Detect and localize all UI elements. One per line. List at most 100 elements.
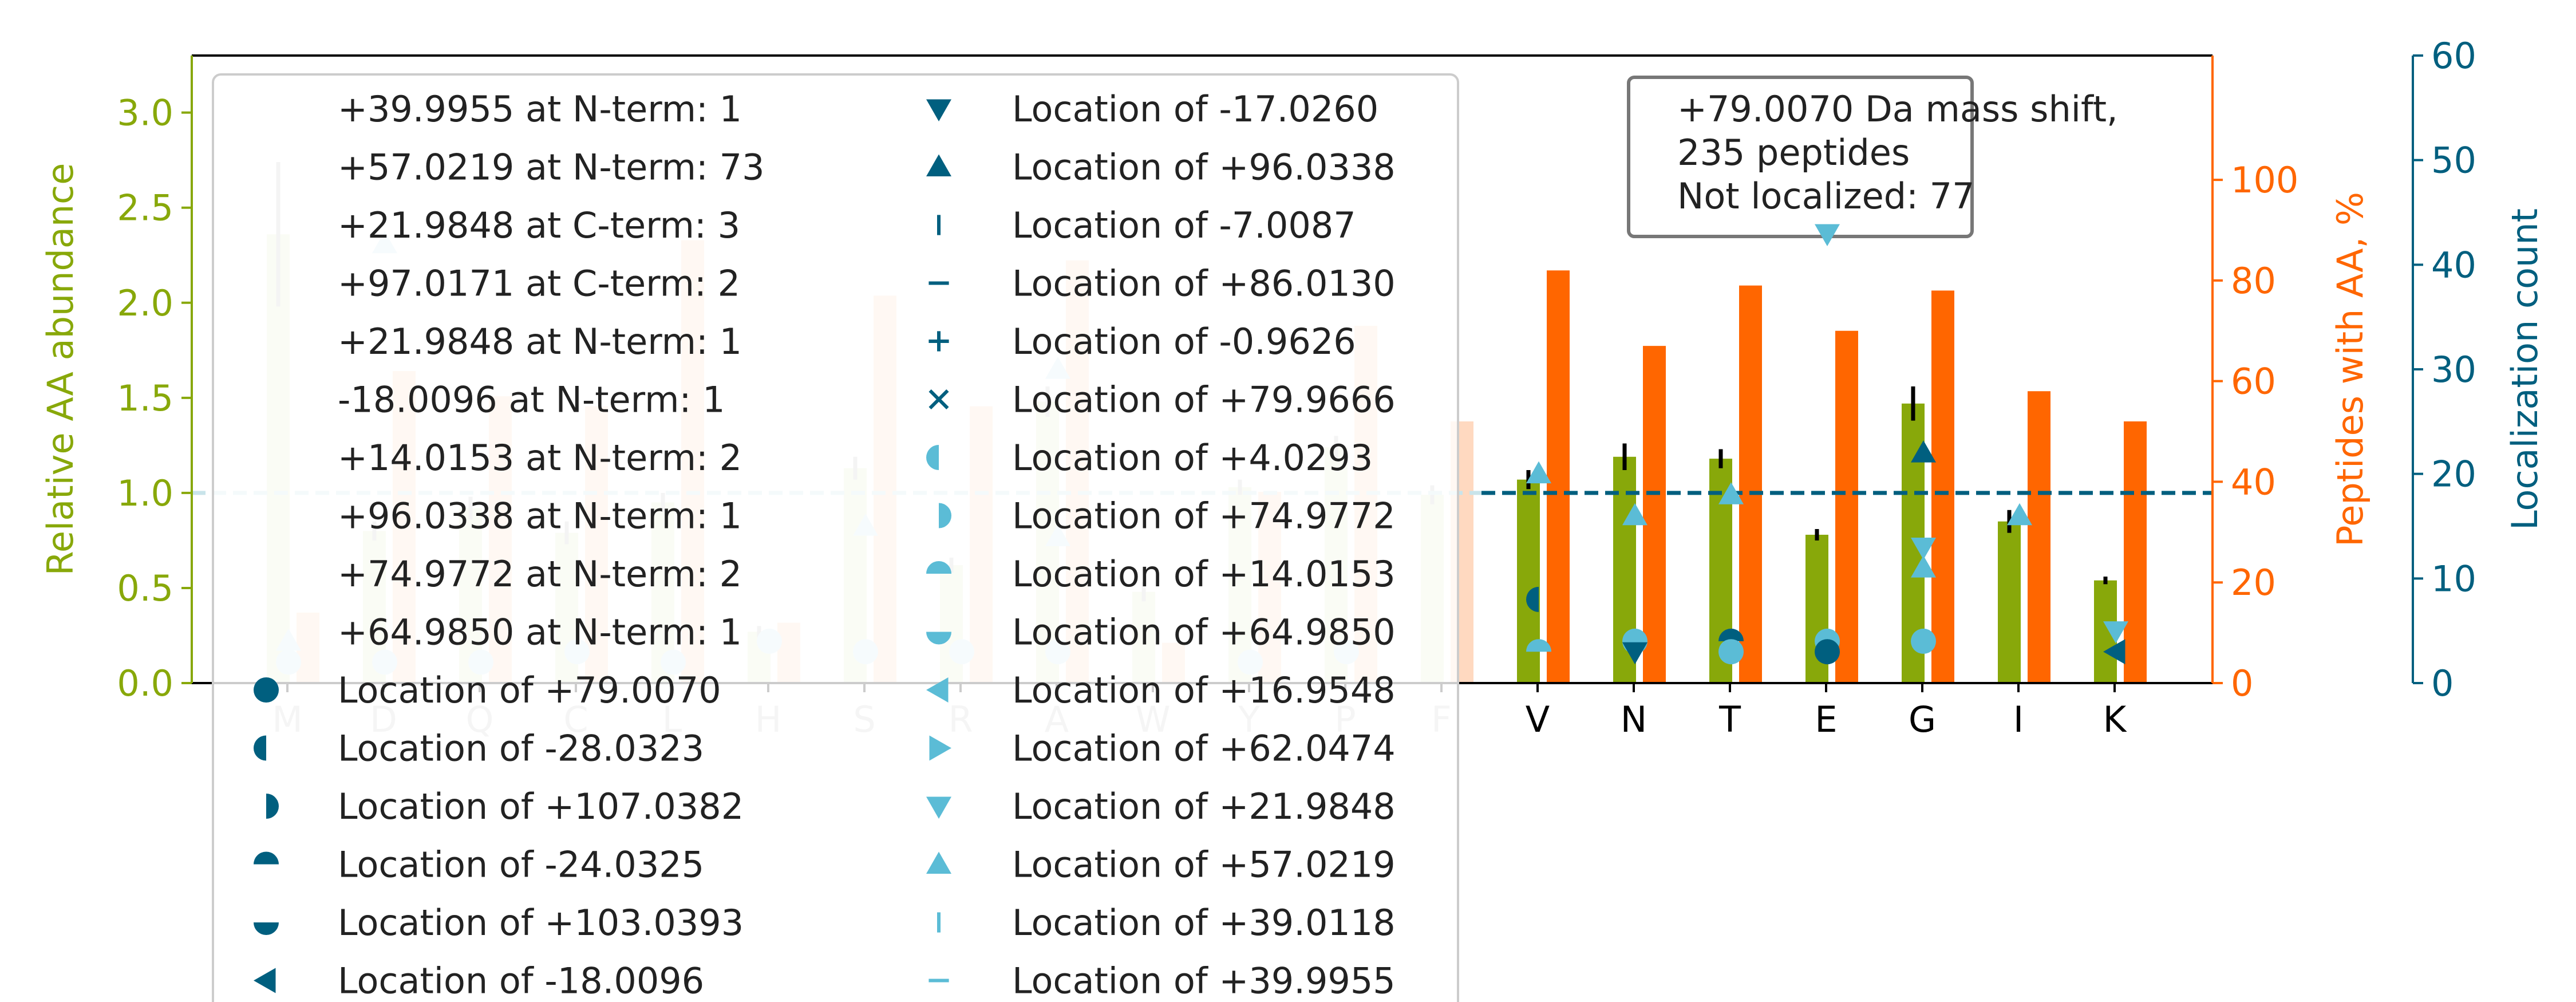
- legend-label: Location of +103.0393: [338, 902, 744, 944]
- localization-marker-K: [2103, 639, 2125, 665]
- peptides-bar-E: [1835, 330, 1858, 683]
- legend-label: Location of +4.0293: [1012, 437, 1373, 479]
- annotation-text: Not localized: 77: [1677, 175, 1975, 217]
- localization-marker-V: [1526, 461, 1551, 484]
- legend-marker: [929, 389, 949, 410]
- legend-label: +21.9848 at N-term: 1: [338, 321, 742, 362]
- legend-label: Location of +79.0070: [338, 669, 721, 711]
- legend: +39.9955 at N-term: 1 +57.0219 at N-term:…: [212, 73, 1459, 1002]
- legend-label: +14.0153 at N-term: 2: [338, 437, 742, 479]
- localization-marker-E: [1815, 639, 1840, 665]
- xtick-label-G: G: [1909, 699, 1936, 740]
- abundance-bar-I: [1998, 521, 2021, 683]
- peptides-bar-K: [2124, 421, 2147, 683]
- localization-marker-T: [1718, 482, 1744, 504]
- legend-label: Location of -0.9626: [1012, 321, 1356, 362]
- legend-label: +21.9848 at C-term: 3: [338, 204, 740, 246]
- y3tick-label: 60: [2431, 35, 2476, 77]
- y2-axis-label: Peptides with AA, %: [2329, 192, 2371, 547]
- legend-label: +39.9955 at N-term: 1: [338, 88, 742, 130]
- ytick-label: 2.0: [117, 282, 173, 324]
- xtick-label-T: T: [1718, 699, 1741, 740]
- legend-label: +64.9850 at N-term: 1: [338, 612, 742, 653]
- legend-label: Location of -18.0096: [338, 960, 704, 1002]
- localization-marker-G: [1911, 628, 1936, 654]
- ytick-label: 0.0: [117, 662, 173, 704]
- legend-marker: [254, 735, 266, 761]
- legend-label: Location of +64.9850: [1012, 612, 1396, 653]
- y3tick-label: 10: [2431, 558, 2476, 599]
- legend-label: +97.0171 at C-term: 2: [338, 263, 740, 305]
- ytick-label: 3.0: [117, 92, 173, 134]
- xtick-label-K: K: [2103, 699, 2127, 740]
- xtick-label-I: I: [2013, 699, 2024, 740]
- ytick-label: 1.5: [117, 377, 173, 419]
- legend-marker: [926, 851, 951, 874]
- legend-label: Location of +74.9772: [1012, 495, 1396, 537]
- legend-marker: [254, 851, 279, 865]
- legend-marker: [926, 796, 951, 819]
- legend-label: Location of +107.0382: [338, 786, 744, 827]
- y2tick-label: 0: [2231, 662, 2253, 704]
- legend-label: Location of +39.0118: [1012, 902, 1396, 944]
- y2tick-label: 100: [2231, 159, 2298, 201]
- legend-marker: [926, 99, 951, 121]
- legend-label: Location of -24.0325: [338, 844, 704, 886]
- xtick-label-E: E: [1815, 699, 1837, 740]
- legend-label: Location of +96.0338: [1012, 147, 1396, 188]
- peptides-bar-I: [2028, 391, 2050, 683]
- legend-marker: [254, 922, 279, 935]
- legend-marker: [266, 794, 279, 819]
- legend-label: +74.9772 at N-term: 2: [338, 553, 742, 595]
- y3tick-label: 40: [2431, 244, 2476, 286]
- y-axis-label: Relative AA abundance: [39, 163, 81, 576]
- localization-marker-G: [1911, 440, 1936, 463]
- legend-label: Location of +14.0153: [1012, 553, 1396, 595]
- y2tick-label: 60: [2231, 361, 2276, 403]
- legend-marker: [926, 445, 939, 470]
- legend-label: Location of -7.0087: [1012, 204, 1356, 246]
- legend-marker: [939, 503, 951, 528]
- localization-marker-T: [1718, 628, 1744, 641]
- legend-label: Location of +79.9666: [1012, 379, 1396, 421]
- legend-label: Location of -17.0260: [1012, 88, 1378, 130]
- legend-frame: [212, 73, 1459, 1002]
- y2tick-label: 80: [2231, 260, 2276, 302]
- y3-axis-label: Localization count: [2504, 208, 2546, 530]
- peptides-bar-V: [1547, 270, 1570, 683]
- localization-marker-V: [1526, 586, 1539, 612]
- abundance-bar-V: [1517, 479, 1540, 683]
- legend-label: +57.0219 at N-term: 73: [338, 147, 765, 188]
- localization-marker-V: [1526, 639, 1551, 652]
- legend-marker: [926, 561, 951, 574]
- peptides-bar-G: [1931, 290, 1954, 683]
- annotation-text: 235 peptides: [1677, 132, 1910, 173]
- localization-marker-K: [2103, 621, 2128, 644]
- peptides-bar-T: [1739, 285, 1762, 683]
- legend-label: -18.0096 at N-term: 1: [338, 379, 725, 421]
- y2tick-label: 20: [2231, 562, 2276, 603]
- ytick-label: 2.5: [117, 187, 173, 229]
- xtick-label-N: N: [1621, 699, 1647, 740]
- y2tick-label: 40: [2231, 461, 2276, 503]
- annotation-box: [1627, 76, 1974, 238]
- legend-marker: [254, 677, 279, 703]
- xtick-label-V: V: [1526, 699, 1550, 740]
- peptides-bar-N: [1643, 346, 1666, 683]
- localization-marker-G: [1911, 555, 1936, 578]
- localization-marker-T: [1718, 639, 1744, 665]
- localization-marker-N: [1622, 642, 1647, 665]
- legend-marker: [254, 968, 276, 993]
- legend-label: Location of +86.0130: [1012, 263, 1396, 305]
- legend-label: Location of +16.9548: [1012, 669, 1396, 711]
- annotation-pointer-icon: [1815, 224, 1840, 246]
- legend-marker: [926, 632, 951, 645]
- legend-marker: [929, 735, 951, 761]
- localization-marker-I: [2007, 503, 2032, 526]
- legend-marker: [926, 677, 949, 703]
- annotation-text: +79.0070 Da mass shift,: [1677, 88, 2118, 130]
- localization-marker-N: [1622, 503, 1647, 526]
- legend-label: Location of +57.0219: [1012, 844, 1396, 886]
